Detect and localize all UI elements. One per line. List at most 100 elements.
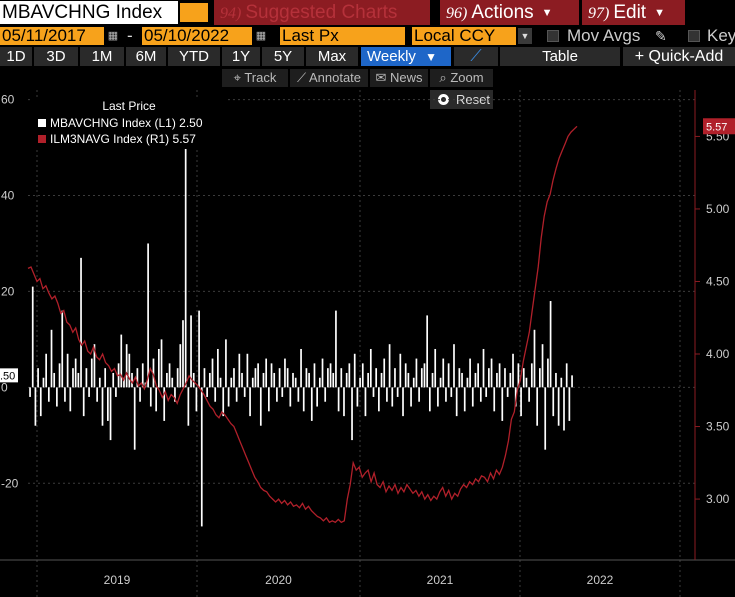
bar bbox=[249, 387, 251, 417]
bar bbox=[34, 387, 37, 426]
track-button[interactable]: ⌖ Track bbox=[222, 69, 288, 87]
start-calendar-icon[interactable]: ▦ bbox=[107, 30, 119, 42]
bar bbox=[471, 387, 474, 407]
bar bbox=[512, 353, 514, 388]
bar bbox=[112, 372, 115, 388]
bar bbox=[214, 387, 217, 402]
end-date-field[interactable]: 05/10/2022 bbox=[142, 27, 252, 45]
bar bbox=[313, 363, 316, 388]
bar bbox=[402, 387, 404, 417]
currency-dropdown-icon[interactable]: ▼ bbox=[518, 28, 532, 44]
x-tick-label: 2019 bbox=[104, 573, 131, 587]
bar bbox=[525, 377, 528, 388]
bar bbox=[571, 375, 573, 388]
period-3d[interactable]: 3D bbox=[34, 47, 78, 66]
bar bbox=[391, 387, 394, 407]
bar bbox=[294, 377, 297, 388]
bar bbox=[47, 387, 50, 402]
annotate-label: Annotate bbox=[308, 70, 362, 85]
news-label: News bbox=[390, 70, 423, 85]
bar bbox=[136, 368, 139, 388]
bar bbox=[268, 387, 270, 412]
bar bbox=[340, 368, 343, 388]
settings-bar: 05/11/2017 ▦ - 05/10/2022 ▦ Last Px Loca… bbox=[0, 26, 735, 46]
bar bbox=[493, 387, 496, 412]
legend-series1-name: MBAVCHNG Index bbox=[50, 116, 152, 130]
period-5y[interactable]: 5Y bbox=[262, 47, 304, 66]
legend-swatch-white bbox=[38, 119, 46, 127]
bar bbox=[235, 387, 238, 402]
bar bbox=[412, 377, 415, 388]
frequency-select[interactable]: Weekly ▼ bbox=[361, 47, 451, 66]
edit-menu-button[interactable]: 97) Edit ▼ bbox=[582, 0, 685, 25]
bar bbox=[378, 387, 380, 412]
quick-add-button[interactable]: + Quick-Add bbox=[623, 47, 735, 66]
bar bbox=[166, 372, 168, 388]
bar bbox=[115, 387, 117, 397]
end-calendar-icon[interactable]: ▦ bbox=[255, 30, 267, 42]
bar bbox=[125, 344, 128, 388]
left-tick-label: -20 bbox=[1, 476, 19, 490]
period-1m[interactable]: 1M bbox=[80, 47, 124, 66]
edit-label: Edit bbox=[613, 2, 647, 23]
pencil-icon[interactable]: ✎ bbox=[655, 28, 667, 44]
annotate-icon: ⟋ bbox=[296, 70, 309, 85]
bar bbox=[77, 372, 80, 388]
bar bbox=[434, 348, 437, 388]
bar bbox=[337, 387, 340, 412]
bar bbox=[230, 377, 233, 388]
bar bbox=[208, 372, 211, 388]
bar bbox=[442, 358, 445, 388]
bar bbox=[141, 363, 144, 388]
top-toolbar: MBAVCHNG Index 94) Suggested Charts 96) Ac… bbox=[0, 0, 735, 26]
line-chart-icon[interactable]: ⟋ bbox=[454, 47, 498, 66]
period-max[interactable]: Max bbox=[306, 47, 358, 66]
key-checkbox[interactable] bbox=[688, 30, 700, 42]
news-button[interactable]: ✉ News bbox=[370, 69, 428, 87]
suggested-charts-number: 94) bbox=[220, 5, 242, 22]
ticker-cursor bbox=[178, 1, 210, 24]
bar bbox=[211, 358, 214, 388]
bar bbox=[353, 353, 356, 388]
bar bbox=[174, 387, 176, 402]
bar bbox=[270, 363, 273, 388]
bar bbox=[163, 387, 166, 421]
suggested-charts-button[interactable]: 94) Suggested Charts bbox=[214, 0, 430, 25]
bar bbox=[152, 358, 155, 388]
bar bbox=[96, 387, 98, 402]
start-date-field[interactable]: 05/11/2017 bbox=[0, 27, 104, 45]
ticker-input[interactable]: MBAVCHNG Index bbox=[0, 1, 178, 24]
bar bbox=[90, 358, 93, 388]
reset-button[interactable]: Reset bbox=[430, 90, 493, 109]
period-1y[interactable]: 1Y bbox=[222, 47, 260, 66]
legend-item-mbavchng: MBAVCHNG Index (L1) 2.50 bbox=[38, 116, 203, 130]
bar bbox=[359, 377, 361, 388]
mov-avgs-label: Mov Avgs bbox=[567, 26, 641, 45]
table-button[interactable]: Table bbox=[500, 47, 620, 66]
bar bbox=[367, 372, 369, 388]
period-6m[interactable]: 6M bbox=[126, 47, 166, 66]
bar bbox=[544, 387, 547, 450]
period-ytd[interactable]: YTD bbox=[168, 47, 220, 66]
annotate-button[interactable]: ⟋ Annotate bbox=[290, 69, 368, 87]
currency-select[interactable]: Local CCY bbox=[412, 27, 516, 45]
bar bbox=[133, 387, 136, 450]
bar bbox=[120, 334, 123, 388]
mov-avgs-checkbox[interactable] bbox=[547, 30, 559, 42]
bar bbox=[144, 382, 147, 388]
bar bbox=[364, 387, 367, 417]
bar bbox=[149, 387, 152, 407]
price-field-select[interactable]: Last Px bbox=[280, 27, 405, 45]
date-separator: - bbox=[127, 26, 133, 45]
bar bbox=[383, 358, 386, 388]
zoom-button[interactable]: ⌕ Zoom bbox=[430, 69, 493, 87]
reset-label: Reset bbox=[456, 92, 490, 107]
legend-swatch-red bbox=[38, 135, 46, 143]
bar bbox=[45, 353, 47, 388]
actions-number: 96) bbox=[446, 5, 468, 22]
actions-menu-button[interactable]: 96) Actions ▼ bbox=[440, 0, 579, 25]
x-tick-label: 2022 bbox=[587, 573, 614, 587]
bar bbox=[407, 372, 410, 388]
period-1d[interactable]: 1D bbox=[0, 47, 32, 66]
